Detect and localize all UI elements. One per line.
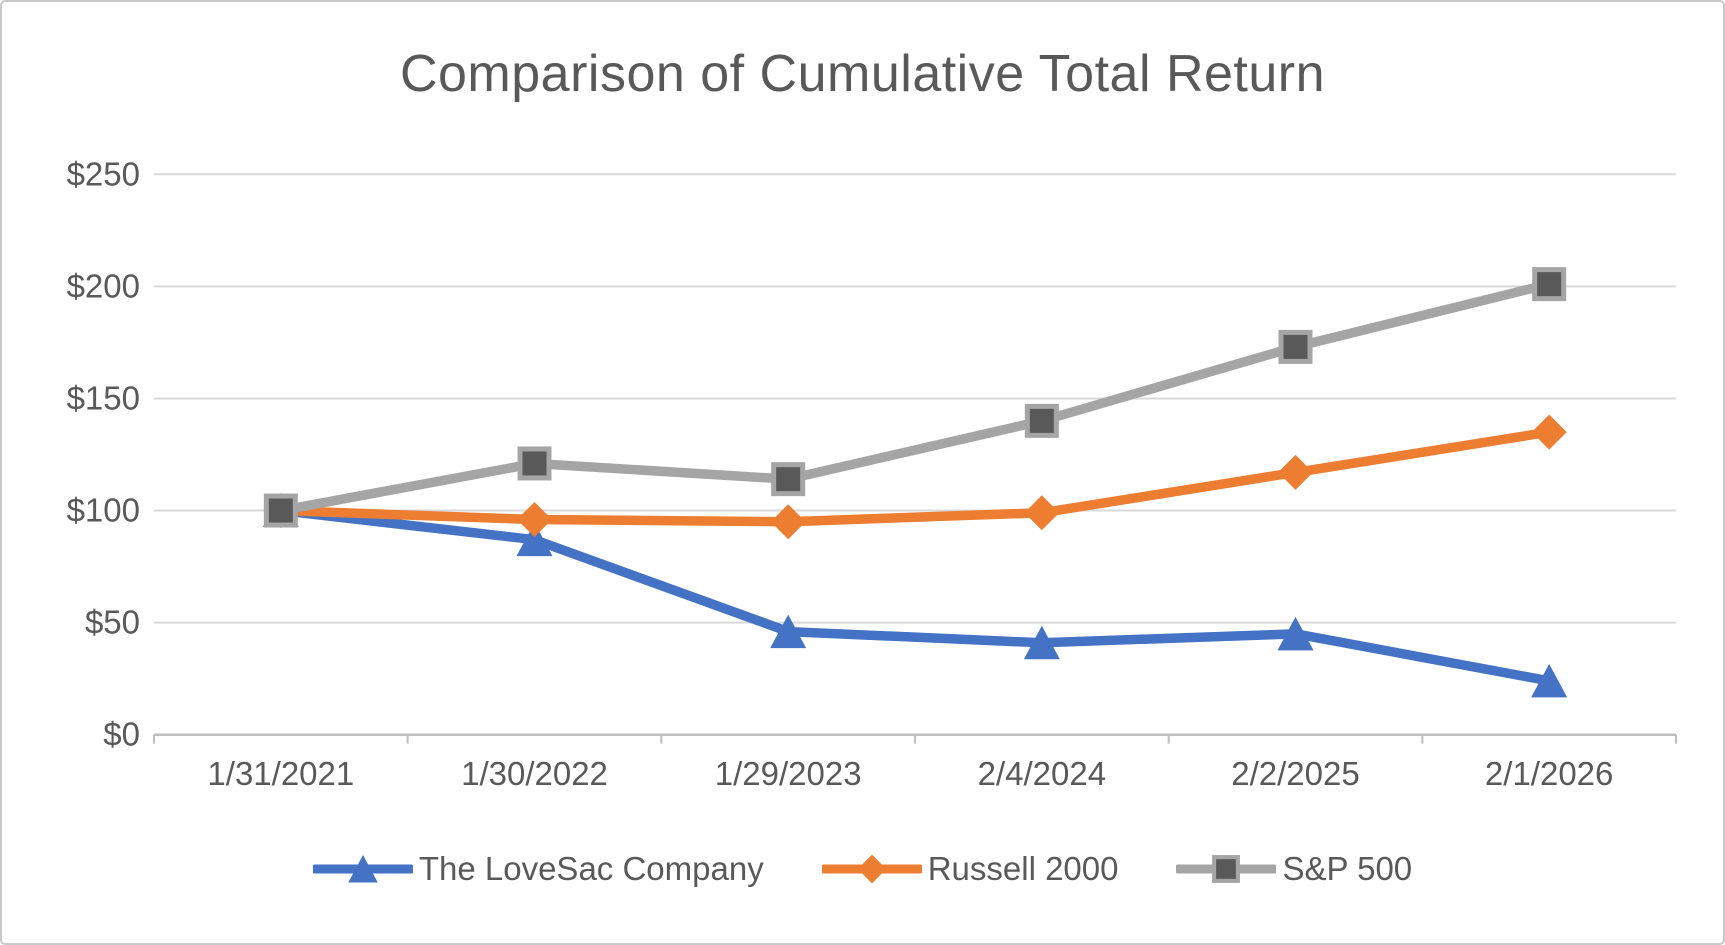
x-axis-label: 2/4/2024: [978, 755, 1106, 792]
x-axis-label: 2/2/2025: [1231, 755, 1359, 792]
data-point-the-lovesac-company: [1023, 625, 1060, 660]
data-point-s-p-500: [1532, 267, 1567, 302]
y-axis-label: $150: [67, 379, 140, 416]
data-point-s-p-500: [1024, 403, 1059, 438]
legend-diamond-marker-icon: [821, 854, 922, 884]
data-point-russell-2000: [517, 502, 552, 538]
legend-label: S&P 500: [1282, 850, 1413, 887]
series-line-the-lovesac-company: [276, 505, 1554, 686]
y-axis-label: $200: [67, 267, 140, 304]
y-axis-label: $100: [67, 492, 140, 529]
series-line-russell-2000: [276, 427, 1554, 527]
legend-marker-russell-2000: [857, 854, 887, 884]
data-point-the-lovesac-company: [1277, 616, 1314, 651]
data-point-the-lovesac-company: [1531, 663, 1568, 698]
legend: The LoveSac Company Russell 2000 S&P 500: [2, 848, 1723, 890]
legend-item-the-lovesac-company: The LoveSac Company: [312, 848, 764, 890]
legend-label: Russell 2000: [927, 850, 1119, 887]
x-axis-label: 1/30/2022: [461, 755, 608, 792]
legend-item-s-p-500: S&P 500: [1176, 848, 1412, 890]
y-axis-label: $250: [67, 155, 140, 192]
data-point-the-lovesac-company: [770, 614, 807, 649]
legend-triangle-marker-icon: [312, 855, 413, 883]
data-point-russell-2000: [1531, 414, 1567, 450]
legend-square-marker-icon: [1176, 855, 1277, 883]
legend-marker-the-lovesac-company: [348, 855, 378, 883]
x-axis-label: 1/29/2023: [715, 755, 862, 792]
data-point-russell-2000: [1024, 495, 1060, 531]
data-point-s-p-500: [771, 462, 806, 497]
x-axis-label: 1/31/2021: [207, 755, 354, 792]
legend-marker-s-p-500: [1212, 855, 1241, 883]
series-line-s-p-500: [276, 279, 1554, 516]
data-point-s-p-500: [263, 493, 298, 528]
legend-label: The LoveSac Company: [418, 850, 764, 887]
data-point-s-p-500: [1278, 329, 1313, 364]
legend-item-russell-2000: Russell 2000: [821, 848, 1119, 890]
y-axis-label: $50: [85, 604, 140, 641]
data-point-russell-2000: [1278, 454, 1313, 490]
chart-title: Comparison of Cumulative Total Return: [399, 45, 1326, 103]
data-point-russell-2000: [770, 504, 806, 540]
data-point-the-lovesac-company: [516, 522, 553, 557]
data-point-s-p-500: [517, 446, 552, 481]
y-axis-label: $0: [103, 716, 140, 753]
x-axis-label: 2/1/2026: [1485, 755, 1613, 792]
